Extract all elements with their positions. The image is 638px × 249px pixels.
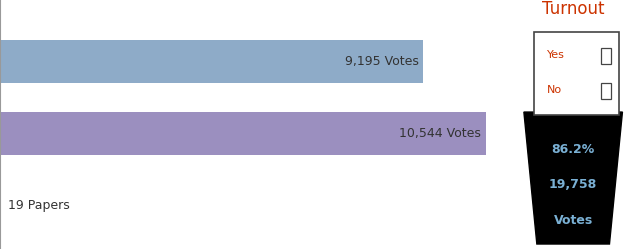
Bar	[601, 83, 611, 99]
Text: Votes: Votes	[554, 214, 593, 227]
Bar	[534, 32, 619, 115]
Text: No: No	[547, 85, 562, 95]
Bar	[0, 112, 486, 155]
Text: 19 Papers: 19 Papers	[8, 199, 70, 212]
Bar	[0, 184, 1, 227]
Bar	[601, 48, 611, 64]
Text: 9,195 Votes: 9,195 Votes	[345, 55, 419, 68]
Text: Turnout: Turnout	[542, 0, 604, 18]
Text: 19,758: 19,758	[549, 178, 597, 191]
Polygon shape	[524, 112, 623, 244]
Text: Yes: Yes	[547, 50, 565, 60]
Text: 86.2%: 86.2%	[551, 142, 595, 156]
Bar	[0, 40, 424, 83]
Text: 10,544 Votes: 10,544 Votes	[399, 127, 481, 140]
